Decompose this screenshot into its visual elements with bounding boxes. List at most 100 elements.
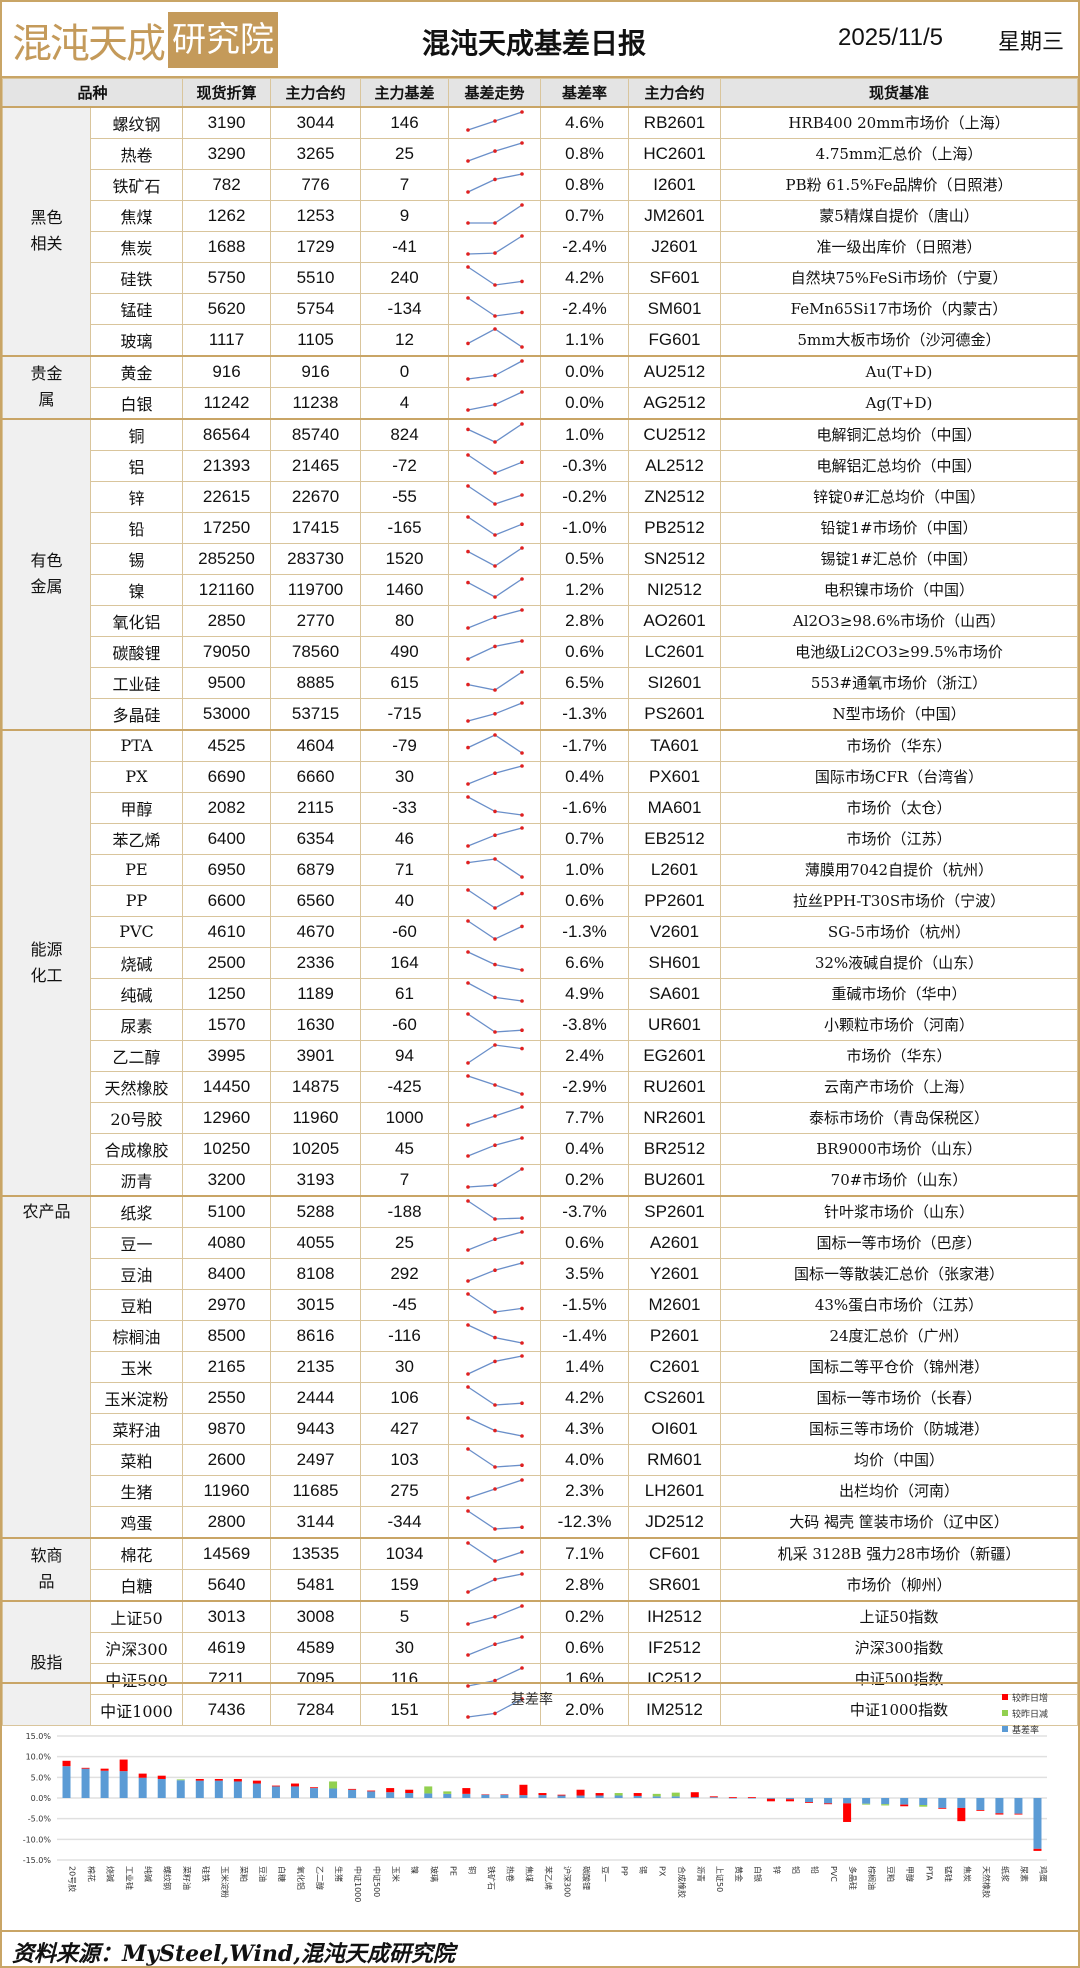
x-tick-label: 铅 [810,1866,820,1874]
spot-price: 2550 [182,1381,272,1414]
x-tick-label: 菜籽油 [182,1866,192,1890]
sparkline-point [492,732,497,737]
sparkline-point [465,1184,470,1189]
bar-daily-change [595,1793,604,1796]
basis: 103 [360,1443,450,1476]
spot-price: 6950 [182,853,272,886]
trend [448,604,542,637]
bar-basis-rate [557,1795,566,1798]
table-header: 品种 现货折算 主力合约 主力基差 基差走势 基差率 主力合约 现货基准 [1,78,1078,108]
spot-standard: 准一级出库价（日照港） [720,230,1078,263]
sparkline-point [519,1634,524,1639]
sparkline [465,918,524,941]
sparkline-point [519,998,524,1003]
sparkline-point [519,1135,524,1140]
variety-name: 工业硅 [89,666,184,699]
variety-name: 20号胶 [89,1101,184,1134]
spot-price: 86564 [182,417,272,451]
spot-price: 8400 [182,1257,272,1290]
spot-standard: FeMn65Si17市场价（内蒙古） [720,292,1078,325]
futures-price: 1630 [270,1008,362,1041]
x-tick-label: 苯乙烯 [543,1866,553,1890]
sparkline [465,949,524,972]
variety-name: 镍 [89,573,184,606]
sparkline-line [467,1136,522,1157]
futures-price: 2497 [270,1443,362,1476]
spot-price: 2850 [182,604,272,637]
basis: 80 [360,604,450,637]
spot-standard: 电积镍市场价（中国） [720,573,1078,606]
sparkline-point [492,1486,497,1491]
sparkline-point [465,1446,470,1451]
contract-code: AG2512 [628,386,722,419]
sparkline-point [519,1306,524,1310]
spot-standard: 国标一等市场价（长春） [720,1381,1078,1414]
x-tick-label: 乙二醇 [315,1866,325,1890]
sparkline-point [465,1652,470,1657]
trend [448,728,542,762]
variety-name: 沪深300 [89,1631,184,1664]
basis: 9 [360,199,450,232]
basis-rate: 1.0% [540,853,630,886]
futures-price: 13535 [270,1536,362,1570]
bar-daily-change [310,1787,319,1789]
spot-price: 5100 [182,1194,272,1228]
contract-code: FG601 [628,323,722,356]
basis: 71 [360,853,450,886]
futures-price: 9443 [270,1412,362,1445]
basis-rate: 3.5% [540,1257,630,1290]
basis: 164 [360,946,450,979]
sparkline [465,1571,524,1594]
contract-code: AL2512 [628,449,722,482]
sparkline-point [465,625,470,630]
legend-swatch [1002,1710,1008,1716]
futures-price: 8616 [270,1319,362,1352]
trend [448,480,542,513]
sparkline-point [492,1641,497,1646]
basis-rate: 1.4% [540,1350,630,1383]
trend [448,449,542,482]
sparkline [465,264,524,287]
sparkline-point [492,1402,497,1407]
basis: 12 [360,323,450,356]
spot-standard: 24度汇总价（广州） [720,1319,1078,1352]
spot-price: 6600 [182,884,272,917]
basis-rate: 2.8% [540,1568,630,1601]
spot-standard: 上证50指数 [720,1599,1078,1633]
col-spot: 现货折算 [182,78,272,108]
bar-daily-change [976,1809,985,1811]
x-tick-label: 甲醇 [905,1866,915,1882]
sparkline-line [467,453,522,474]
table-row: 黑色相关 螺纹钢 3190 3044 146 4.6% RB2601 HRB400 20mm市… [2,105,1078,356]
basis: 5 [360,1599,450,1633]
basis: 7 [360,168,450,201]
spot-standard: 均价（中国） [720,1443,1078,1476]
sparkline [465,1260,524,1283]
futures-price: 6879 [270,853,362,886]
bar-daily-change [576,1789,585,1796]
futures-price: 5288 [270,1194,362,1228]
table-row: 天然橡胶 14450 14875 -425 -2.9% RU2601 云南产市场价（上海） [3,1070,1078,1103]
basis-rate: -1.3% [540,915,630,948]
bar-basis-rate [100,1770,109,1798]
spot-standard: 云南产市场价（上海） [720,1070,1078,1103]
variety-name: 棉花 [89,1536,184,1570]
variety-name: 纸浆 [89,1194,184,1228]
bar-basis-rate [138,1777,147,1798]
bar-basis-rate [119,1771,128,1798]
trend [448,1381,542,1414]
trend [448,199,542,232]
trend [448,760,542,793]
sparkline-point [465,1291,470,1296]
contract-code: J2601 [628,230,722,263]
sparkline-line [467,1354,522,1375]
x-tick-label: 工业硅 [125,1866,135,1890]
basis-rate: -2.4% [540,230,630,263]
sparkline-point [492,1711,497,1715]
contract-code: AU2512 [628,354,722,388]
spot-standard: 中证1000指数 [720,1693,1078,1726]
sparkline [465,1322,524,1345]
contract-code: RU2601 [628,1070,722,1103]
sparkline-point [492,1309,497,1314]
variety-name: 天然橡胶 [89,1070,184,1103]
